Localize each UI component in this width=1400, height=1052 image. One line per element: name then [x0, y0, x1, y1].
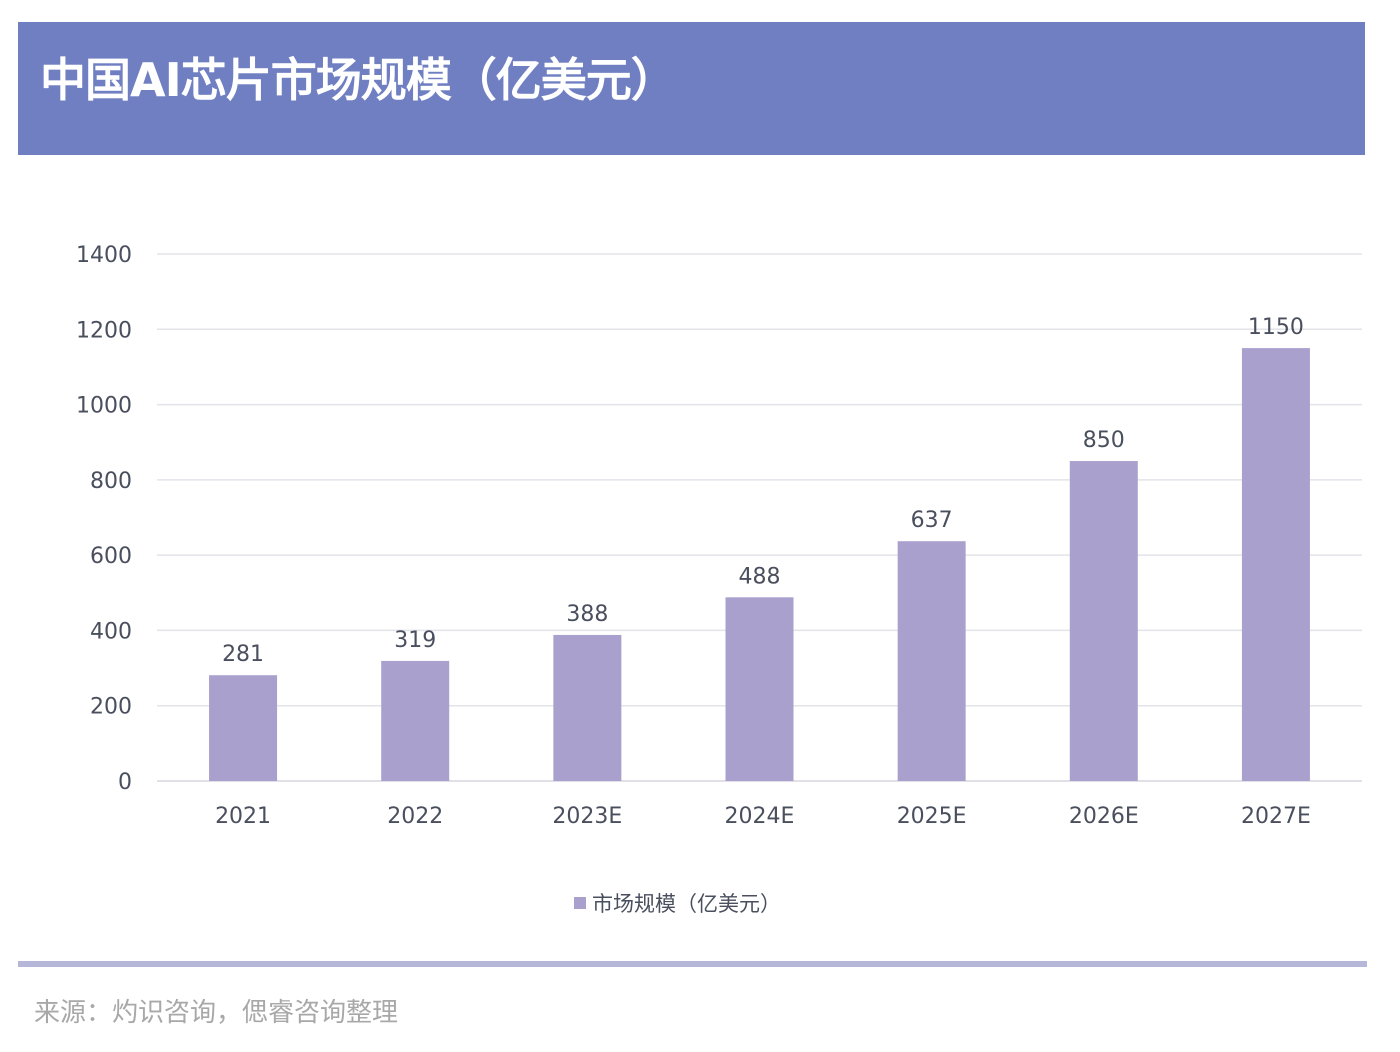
data-label: 850	[1083, 428, 1125, 453]
y-tick-label: 200	[90, 695, 132, 720]
data-label: 1150	[1248, 315, 1304, 340]
bar	[1241, 348, 1310, 781]
y-tick-label: 1000	[76, 394, 132, 419]
y-tick-label: 0	[118, 770, 132, 795]
bar	[1069, 461, 1138, 781]
data-label: 388	[566, 602, 608, 627]
data-label: 488	[739, 564, 781, 589]
data-label: 637	[911, 508, 953, 533]
x-tick-label: 2025E	[897, 804, 967, 829]
bar	[553, 634, 622, 781]
divider	[18, 961, 1367, 967]
data-label: 319	[394, 628, 436, 653]
bar	[725, 597, 794, 781]
bar	[897, 541, 966, 781]
data-label: 281	[222, 642, 264, 667]
title-banner	[18, 22, 1365, 155]
legend: 市场规模（亿美元）	[574, 888, 781, 918]
y-tick-label: 600	[90, 544, 132, 569]
y-tick-label: 1200	[76, 318, 132, 343]
y-tick-label: 1400	[76, 243, 132, 268]
x-tick-label: 2027E	[1241, 804, 1311, 829]
x-tick-label: 2022	[387, 804, 443, 829]
bar	[209, 675, 278, 781]
x-tick-label: 2026E	[1069, 804, 1139, 829]
legend-label: 市场规模（亿美元）	[592, 892, 781, 916]
legend-swatch	[574, 897, 586, 909]
x-tick-label: 2024E	[725, 804, 795, 829]
x-tick-label: 2023E	[552, 804, 622, 829]
y-tick-label: 400	[90, 619, 132, 644]
chart-title: 中国AI芯片市场规模（亿美元）	[40, 53, 677, 107]
y-tick-label: 800	[90, 469, 132, 494]
x-tick-label: 2021	[215, 804, 271, 829]
source-note: 来源：灼识咨询，偲睿咨询整理	[34, 998, 399, 1028]
bar	[381, 660, 450, 781]
